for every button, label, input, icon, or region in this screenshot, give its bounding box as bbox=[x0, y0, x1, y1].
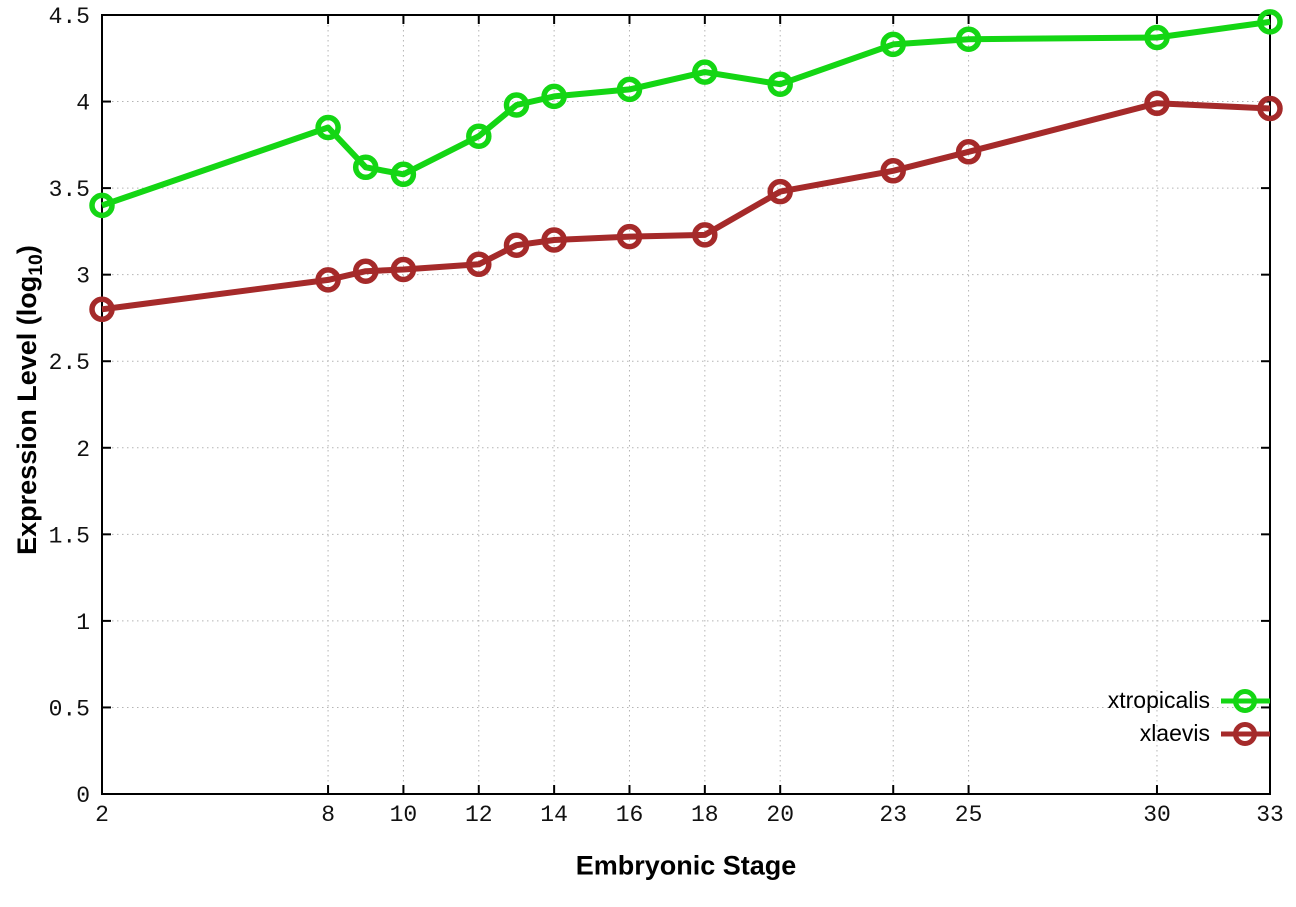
x-tick-label: 20 bbox=[766, 802, 794, 828]
y-tick-label: 1.5 bbox=[49, 523, 90, 549]
xtropicalis-point bbox=[1144, 24, 1170, 51]
x-tick-label: 8 bbox=[321, 802, 335, 828]
legend-item-xtropicalis: xtropicalis bbox=[1108, 684, 1272, 717]
xlaevis-point bbox=[352, 258, 379, 284]
xtropicalis-line bbox=[101, 18, 1271, 209]
xlaevis-point bbox=[541, 227, 567, 253]
xlaevis-point bbox=[89, 296, 115, 323]
y-tick-label: 4 bbox=[76, 91, 90, 117]
legend-label-xlaevis: xlaevis bbox=[1139, 720, 1210, 746]
xtropicalis-point bbox=[616, 76, 643, 103]
xlaevis-point bbox=[1257, 95, 1283, 122]
xtropicalis-point bbox=[955, 26, 982, 52]
x-tick-label: 2 bbox=[95, 802, 109, 828]
y-tick-label: 2 bbox=[76, 437, 90, 463]
y-tick-label: 0 bbox=[76, 783, 90, 809]
y-tick-label: 3.5 bbox=[49, 177, 90, 203]
xlaevis-point bbox=[466, 251, 492, 278]
xtropicalis-point bbox=[880, 31, 906, 58]
y-axis-title: Expression Level (log10) bbox=[12, 245, 48, 555]
x-tick-label: 25 bbox=[955, 802, 983, 828]
y-axis-title-close: ) bbox=[11, 245, 42, 255]
xtropicalis-point bbox=[352, 154, 379, 181]
xtropicalis-point bbox=[541, 83, 567, 110]
y-tick-label: 1 bbox=[76, 610, 90, 636]
x-tick-label: 33 bbox=[1256, 802, 1284, 828]
xlaevis-point bbox=[390, 256, 417, 283]
xlaevis-point bbox=[616, 223, 643, 250]
x-tick-label: 12 bbox=[465, 802, 493, 828]
y-tick-label: 4.5 bbox=[49, 4, 90, 30]
legend-sample-point bbox=[1233, 688, 1257, 713]
xlaevis-point bbox=[1144, 90, 1170, 117]
y-tick-label: 0.5 bbox=[49, 696, 90, 722]
legend-label-xtropicalis: xtropicalis bbox=[1107, 687, 1210, 713]
plot-border bbox=[101, 14, 1271, 795]
xtropicalis-point bbox=[767, 71, 793, 97]
y-axis-title-main: Expression Level (log bbox=[11, 275, 42, 555]
legend-sample-point bbox=[1233, 721, 1257, 746]
xtropicalis-point bbox=[315, 114, 341, 141]
xtropicalis-point bbox=[1257, 9, 1283, 35]
xlaevis-point bbox=[315, 267, 341, 293]
xlaevis-point bbox=[692, 222, 718, 248]
legend-item-xlaevis: xlaevis bbox=[1140, 717, 1272, 750]
xtropicalis-point bbox=[390, 161, 417, 188]
xtropicalis-point bbox=[503, 92, 530, 118]
y-tick-label: 2.5 bbox=[49, 350, 90, 376]
legend: xtropicalis xlaevis bbox=[1108, 684, 1272, 750]
x-tick-label: 10 bbox=[390, 802, 418, 828]
xlaevis-point bbox=[955, 139, 982, 165]
xlaevis-line bbox=[101, 100, 1271, 313]
xtropicalis-point bbox=[466, 123, 492, 149]
xlaevis-point bbox=[880, 158, 906, 184]
xtropicalis-point bbox=[89, 192, 115, 219]
xlaevis-point bbox=[767, 178, 793, 205]
legend-line-point-sample-icon bbox=[1221, 688, 1270, 713]
x-axis-title: Embryonic Stage bbox=[575, 850, 797, 881]
x-tick-label: 30 bbox=[1143, 802, 1171, 828]
x-tick-label: 23 bbox=[879, 802, 907, 828]
xlaevis-point bbox=[503, 232, 530, 258]
xtropicalis-point bbox=[692, 59, 718, 85]
x-tick-label: 16 bbox=[616, 802, 644, 828]
x-tick-label: 14 bbox=[540, 802, 568, 828]
y-tick-label: 3 bbox=[76, 264, 90, 290]
legend-line-point-sample-icon bbox=[1221, 721, 1270, 746]
y-axis-title-subscript: 10 bbox=[25, 254, 48, 276]
x-tick-label: 18 bbox=[691, 802, 719, 828]
